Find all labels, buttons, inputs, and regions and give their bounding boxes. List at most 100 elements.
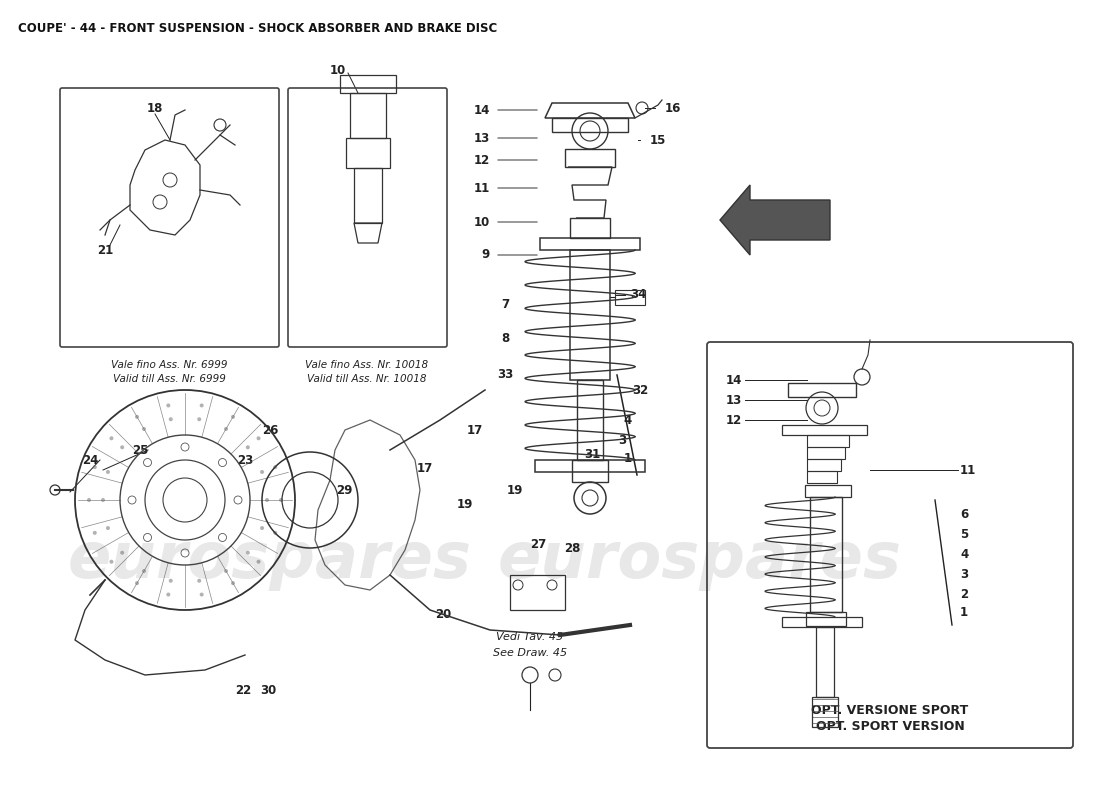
Text: OPT. SPORT VERSION: OPT. SPORT VERSION [815, 721, 965, 734]
Circle shape [142, 569, 146, 573]
Bar [552, 118, 628, 132]
Bar [350, 93, 386, 138]
Circle shape [135, 581, 139, 585]
Circle shape [224, 427, 228, 431]
Circle shape [200, 403, 204, 407]
Bar [807, 459, 842, 471]
Text: 11: 11 [960, 463, 977, 477]
Text: 28: 28 [564, 542, 580, 554]
Text: Vale fino Ass. Nr. 10018: Vale fino Ass. Nr. 10018 [306, 360, 429, 370]
Text: 31: 31 [584, 449, 601, 462]
Circle shape [279, 498, 283, 502]
Circle shape [110, 436, 113, 440]
Text: 16: 16 [666, 102, 681, 114]
Circle shape [273, 465, 277, 469]
Text: 30: 30 [260, 683, 276, 697]
Text: 21: 21 [97, 243, 113, 257]
Bar [615, 290, 645, 305]
Text: 26: 26 [262, 423, 278, 437]
Text: 27: 27 [530, 538, 546, 551]
Text: 6: 6 [960, 509, 968, 522]
Text: 19: 19 [456, 498, 473, 511]
Text: Vedi Tav. 45: Vedi Tav. 45 [496, 632, 563, 642]
Text: 20: 20 [434, 609, 451, 622]
Bar [812, 697, 838, 727]
Text: 33: 33 [497, 369, 513, 382]
Circle shape [168, 418, 173, 422]
Bar [782, 425, 867, 435]
Text: 34: 34 [630, 289, 647, 302]
Text: 10: 10 [474, 215, 490, 229]
Circle shape [200, 593, 204, 597]
Text: Valid till Ass. Nr. 10018: Valid till Ass. Nr. 10018 [307, 374, 427, 384]
Bar [535, 460, 645, 472]
Text: 32: 32 [631, 383, 648, 397]
Circle shape [87, 498, 91, 502]
Circle shape [256, 436, 261, 440]
Text: 3: 3 [960, 569, 968, 582]
Text: 17: 17 [417, 462, 433, 474]
Text: 14: 14 [474, 103, 490, 117]
Circle shape [224, 569, 228, 573]
Bar [782, 617, 862, 627]
Circle shape [92, 531, 97, 535]
Bar [565, 149, 615, 167]
Bar [346, 138, 390, 168]
Circle shape [120, 446, 124, 450]
Circle shape [197, 578, 201, 582]
Bar [340, 75, 396, 93]
Circle shape [166, 593, 170, 597]
Circle shape [110, 560, 113, 564]
Circle shape [260, 526, 264, 530]
Text: 7: 7 [500, 298, 509, 311]
Text: 23: 23 [236, 454, 253, 466]
Bar [816, 627, 834, 697]
Text: 12: 12 [726, 414, 742, 426]
Text: 8: 8 [500, 331, 509, 345]
Bar [540, 238, 640, 250]
Circle shape [135, 415, 139, 419]
Text: 17: 17 [466, 423, 483, 437]
Bar [354, 168, 382, 223]
Circle shape [231, 581, 235, 585]
Circle shape [92, 465, 97, 469]
Bar [570, 218, 611, 238]
Text: See Draw. 45: See Draw. 45 [493, 648, 568, 658]
Text: 13: 13 [726, 394, 742, 406]
Bar [805, 485, 851, 497]
Text: OPT. VERSIONE SPORT: OPT. VERSIONE SPORT [812, 703, 969, 717]
Text: 15: 15 [650, 134, 667, 146]
Circle shape [106, 470, 110, 474]
Text: 22: 22 [235, 683, 251, 697]
Circle shape [101, 498, 104, 502]
Bar [807, 447, 845, 459]
Text: 24: 24 [81, 454, 98, 466]
Circle shape [245, 446, 250, 450]
Circle shape [273, 531, 277, 535]
Text: 10: 10 [330, 63, 346, 77]
Text: 4: 4 [624, 414, 632, 426]
Text: 11: 11 [474, 182, 490, 194]
Text: 25: 25 [132, 443, 148, 457]
Circle shape [168, 578, 173, 582]
Text: 4: 4 [960, 549, 968, 562]
Text: 3: 3 [618, 434, 626, 446]
Text: 29: 29 [336, 483, 352, 497]
Circle shape [142, 427, 146, 431]
Circle shape [256, 560, 261, 564]
Text: 14: 14 [726, 374, 742, 386]
Circle shape [265, 498, 269, 502]
Bar [570, 250, 611, 380]
Text: 2: 2 [960, 589, 968, 602]
Text: 9: 9 [482, 249, 490, 262]
Text: 5: 5 [960, 529, 968, 542]
Circle shape [245, 550, 250, 554]
Text: 1: 1 [960, 606, 968, 619]
Circle shape [166, 403, 170, 407]
Text: eurospares: eurospares [68, 529, 472, 591]
Bar [510, 575, 565, 610]
Circle shape [231, 415, 235, 419]
Text: 13: 13 [474, 131, 490, 145]
Text: Vale fino Ass. Nr. 6999: Vale fino Ass. Nr. 6999 [111, 360, 228, 370]
Circle shape [197, 418, 201, 422]
